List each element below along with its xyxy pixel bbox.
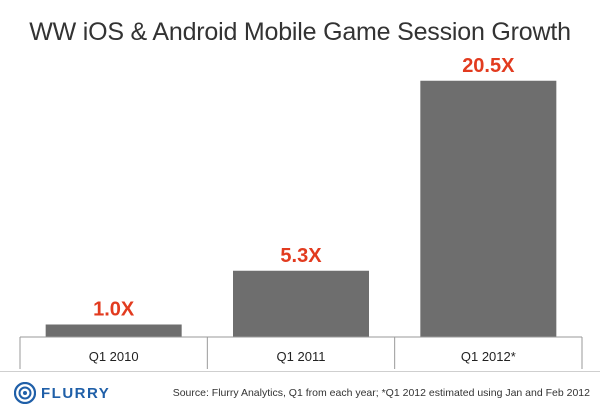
data-label-1: 1.0X xyxy=(93,299,135,321)
x-tick-label-2: Q1 2011 xyxy=(277,349,326,364)
footer-divider xyxy=(0,371,600,372)
bar-2 xyxy=(233,270,369,337)
x-tick-label-3: Q1 2012* xyxy=(461,349,516,364)
flurry-logo: FLURRY xyxy=(14,380,110,406)
bar-chart: 1.0X Q1 2010 5.3X Q1 2011 20.5X Q1 2012* xyxy=(19,55,583,369)
x-tick-label-1: Q1 2010 xyxy=(89,349,139,364)
flurry-logo-icon xyxy=(14,382,36,404)
bar-3 xyxy=(420,80,557,337)
source-note: Source: Flurry Analytics, Q1 from each y… xyxy=(172,387,590,399)
data-label-2: 5.3X xyxy=(280,245,322,267)
bar-1 xyxy=(45,324,182,337)
data-label-3: 20.5X xyxy=(462,55,515,77)
chart-title: WW iOS & Android Mobile Game Session Gro… xyxy=(29,18,571,46)
logo-text: FLURRY xyxy=(41,384,111,402)
